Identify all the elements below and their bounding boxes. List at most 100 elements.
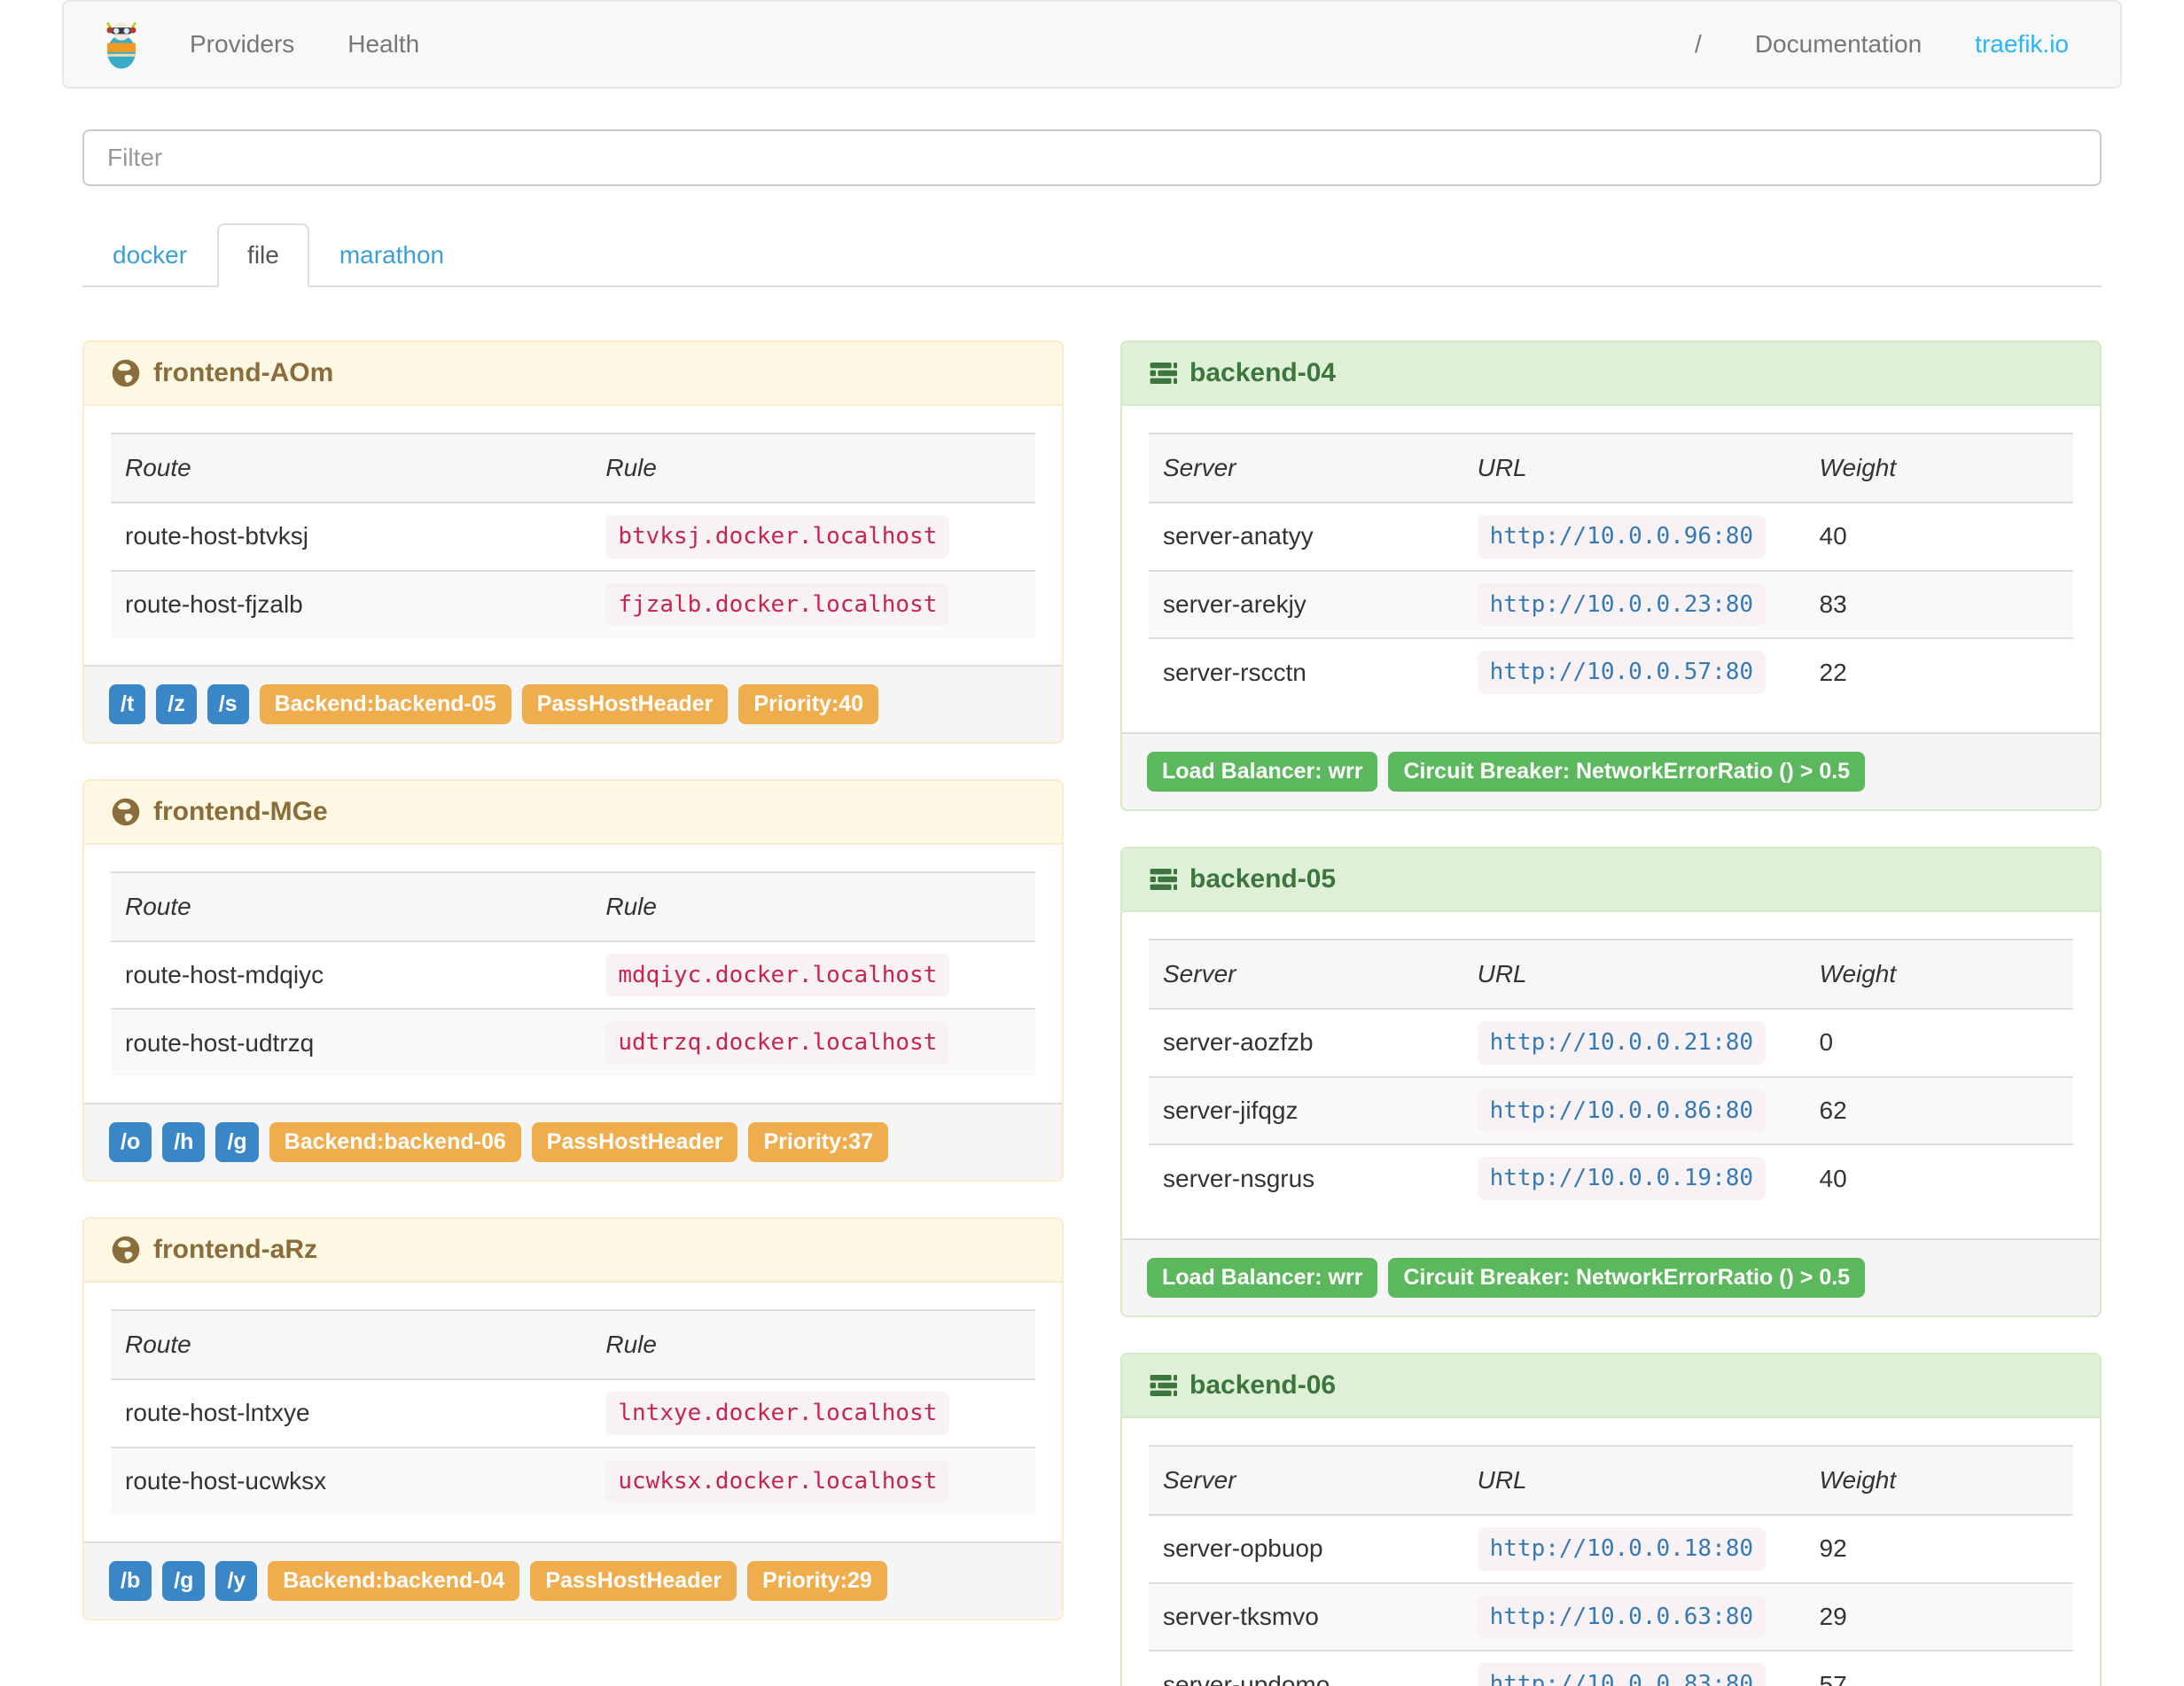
- server-weight: 40: [1805, 1144, 2073, 1212]
- backend-badge: Backend:backend-04: [268, 1560, 520, 1601]
- rule-value: udtrzq.docker.localhost: [605, 1021, 950, 1065]
- frontend-panel: frontend-aRz Route Rule route-host-lntxy…: [82, 1217, 1064, 1620]
- table-row: server-aozfzb http://10.0.0.21:80 0: [1149, 1009, 2073, 1077]
- passhostheader-badge: PassHostHeader: [531, 1122, 738, 1162]
- column-weight: Weight: [1805, 1446, 2073, 1516]
- server-url: http://10.0.0.57:80: [1477, 651, 1767, 694]
- backend-panel-heading: backend-05: [1122, 848, 2100, 912]
- panel-title: frontend-aRz: [153, 1235, 317, 1264]
- frontend-panel-heading: frontend-MGe: [84, 780, 1062, 845]
- panel-title: backend-05: [1190, 864, 1337, 894]
- path-badge: /g: [215, 1122, 259, 1162]
- server-name: server-aozfzb: [1163, 1028, 1314, 1057]
- server-url: http://10.0.0.96:80: [1477, 515, 1767, 558]
- rule-value: ucwksx.docker.localhost: [605, 1459, 950, 1503]
- tab-docker[interactable]: docker: [82, 223, 217, 285]
- backend-badge: Backend:backend-05: [259, 683, 511, 724]
- panel-title: backend-04: [1190, 358, 1337, 387]
- circuit-breaker-badge: Circuit Breaker: NetworkErrorRatio () > …: [1388, 1258, 1866, 1298]
- frontend-panel-body: Route Rule route-host-btvksj btvksj.dock…: [84, 406, 1062, 665]
- path-badge: /s: [207, 683, 249, 724]
- traefik-logo-icon: [96, 17, 147, 72]
- globe-icon: [111, 797, 141, 827]
- table-row: server-jifqgz http://10.0.0.86:80 62: [1149, 1075, 2073, 1144]
- navbar: Providers Health / Documentation traefik…: [62, 0, 2122, 89]
- tab-docker-label[interactable]: docker: [113, 241, 188, 269]
- server-name: server-nsgrus: [1149, 1144, 1463, 1212]
- server-url: http://10.0.0.18:80: [1477, 1527, 1767, 1571]
- frontend-panel-heading: frontend-aRz: [84, 1219, 1062, 1283]
- frontends-column: frontend-AOm Route Rule route-host-btvks…: [82, 340, 1064, 1656]
- tab-marathon[interactable]: marathon: [309, 223, 474, 285]
- server-weight: 40: [1819, 522, 1847, 550]
- server-stack-icon: [1149, 1371, 1177, 1400]
- server-weight: 62: [1805, 1075, 2073, 1144]
- table-row: server-arekjy http://10.0.0.23:80 83: [1149, 569, 2073, 638]
- server-url: http://10.0.0.23:80: [1477, 582, 1767, 626]
- frontend-panel-footer: /b /g /y Backend:backend-04 PassHostHead…: [84, 1541, 1062, 1619]
- table-row: route-host-ucwksx ucwksx.docker.localhos…: [111, 1446, 1035, 1515]
- path-badge: /z: [156, 683, 197, 724]
- circuit-breaker-badge: Circuit Breaker: NetworkErrorRatio () > …: [1388, 752, 1866, 792]
- backend-panel-heading: backend-06: [1122, 1354, 2100, 1418]
- nav-health-link[interactable]: Health: [347, 30, 420, 58]
- tab-marathon-label[interactable]: marathon: [339, 241, 445, 269]
- server-name: server-updomo: [1149, 1650, 1463, 1686]
- nav-root-link[interactable]: /: [1695, 30, 1702, 58]
- tab-file[interactable]: file: [217, 223, 309, 287]
- table-row: server-tksmvo http://10.0.0.63:80 29: [1149, 1581, 2073, 1651]
- globe-icon: [111, 358, 141, 388]
- backend-panel-body: Server URL Weight server-opbuop http://1…: [1122, 1418, 2100, 1686]
- passhostheader-badge: PassHostHeader: [530, 1560, 737, 1601]
- route-name: route-host-fjzalb: [111, 569, 592, 638]
- frontend-panel: frontend-AOm Route Rule route-host-btvks…: [82, 340, 1064, 744]
- table-row: route-host-udtrzq udtrzq.docker.localhos…: [111, 1008, 1035, 1076]
- column-url: URL: [1462, 940, 1806, 1010]
- server-weight: 83: [1805, 569, 2073, 638]
- column-url: URL: [1462, 433, 1806, 503]
- panel-title: frontend-AOm: [153, 358, 334, 387]
- table-header-row: Server URL Weight: [1149, 940, 2073, 1010]
- table-row: route-host-lntxye lntxye.docker.localhos…: [111, 1379, 1035, 1448]
- nav-providers-link[interactable]: Providers: [190, 30, 295, 58]
- route-name: route-host-ucwksx: [111, 1446, 592, 1515]
- filter-input[interactable]: [82, 129, 2102, 186]
- table-header-row: Server URL Weight: [1149, 433, 2073, 503]
- passhostheader-badge: PassHostHeader: [521, 683, 729, 724]
- server-name: server-tksmvo: [1149, 1581, 1463, 1651]
- backend-badge: Backend:backend-06: [269, 1122, 521, 1162]
- load-balancer-badge: Load Balancer: wrr: [1147, 1258, 1378, 1298]
- backend-panel-footer: Load Balancer: wrr Circuit Breaker: Netw…: [1122, 1238, 2100, 1315]
- frontend-panel-body: Route Rule route-host-mdqiyc mdqiyc.dock…: [84, 844, 1062, 1103]
- server-weight: 22: [1805, 637, 2073, 706]
- backend-panel-footer: Load Balancer: wrr Circuit Breaker: Netw…: [1122, 732, 2100, 809]
- server-name: server-anatyy: [1163, 522, 1314, 550]
- priority-badge: Priority:29: [747, 1560, 887, 1601]
- panel-title: frontend-MGe: [153, 796, 328, 826]
- table-row: route-host-fjzalb fjzalb.docker.localhos…: [111, 569, 1035, 638]
- server-weight: 29: [1805, 1581, 2073, 1651]
- backend-panel-heading: backend-04: [1122, 342, 2100, 406]
- navbar-right: / Documentation traefik.io: [1668, 30, 2095, 59]
- table-row: server-updomo http://10.0.0.83:80 57: [1149, 1650, 2073, 1686]
- server-url: http://10.0.0.83:80: [1477, 1663, 1767, 1686]
- tab-file-label[interactable]: file: [217, 223, 309, 287]
- nav-documentation-link[interactable]: Documentation: [1754, 30, 1923, 58]
- server-name: server-arekjy: [1149, 569, 1463, 638]
- frontend-panel-heading: frontend-AOm: [84, 342, 1062, 406]
- column-server: Server: [1149, 1446, 1463, 1516]
- priority-badge: Priority:40: [738, 683, 879, 724]
- path-badge: /o: [109, 1122, 152, 1162]
- backend-panel-body: Server URL Weight server-anatyy http://1…: [1122, 406, 2100, 732]
- panel-title: backend-06: [1190, 1370, 1337, 1400]
- rule-value: btvksj.docker.localhost: [605, 515, 950, 558]
- table-row: route-host-btvksj btvksj.docker.localhos…: [111, 503, 1035, 571]
- nav-traefik-io-link[interactable]: traefik.io: [1975, 30, 2069, 58]
- column-rule: Rule: [591, 433, 1035, 503]
- route-name: route-host-lntxye: [125, 1399, 310, 1427]
- globe-icon: [111, 1235, 141, 1265]
- table-row: server-nsgrus http://10.0.0.19:80 40: [1149, 1144, 2073, 1212]
- server-url: http://10.0.0.19:80: [1477, 1157, 1767, 1200]
- backends-column: backend-04 Server URL Weight server-anat…: [1120, 340, 2102, 1686]
- column-server: Server: [1149, 433, 1463, 503]
